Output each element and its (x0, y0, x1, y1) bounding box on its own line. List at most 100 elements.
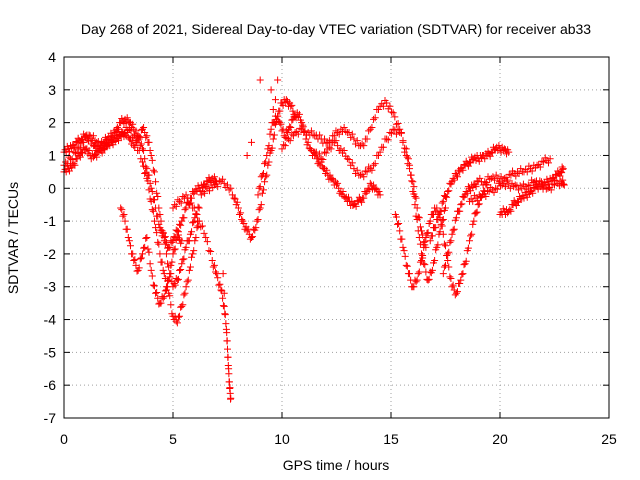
data-point-track-e-interp (224, 353, 232, 361)
data-point-track-c (138, 158, 146, 166)
data-point-track-i-interp (388, 129, 396, 137)
data-point-track-d-interp (167, 261, 175, 269)
data-point-track-n-interp (536, 177, 544, 185)
data-point-track-e (220, 302, 228, 310)
data-point-track-i-interp (361, 167, 369, 175)
data-point-track-e-interp (174, 196, 182, 204)
data-point-track-j-interp (414, 270, 422, 278)
data-point-track-n-interp (482, 192, 490, 200)
data-point-track-c (152, 224, 160, 232)
data-point-track-c-interp (88, 135, 96, 143)
data-point-track-g-interp (291, 112, 299, 120)
data-point-track-l-interp (445, 248, 453, 256)
data-point-track-h-interp (307, 127, 315, 135)
data-point-track-h (350, 135, 358, 143)
data-point-track-m-interp (543, 175, 551, 183)
data-point-track-j-interp (453, 288, 461, 296)
data-point-track-m-interp (529, 189, 537, 197)
data-point-track-e (213, 270, 221, 278)
data-point-track-j (465, 237, 473, 245)
data-point-track-h-interp (294, 130, 302, 138)
data-point-track-j-interp (395, 220, 403, 228)
data-point-track-d (169, 250, 177, 258)
data-point-track-c-interp (176, 312, 184, 320)
data-point-track-c-interp (181, 289, 189, 297)
data-point-track-k-interp (504, 146, 512, 154)
data-point-track-i-interp (392, 130, 400, 138)
data-point-track-j-interp (447, 275, 455, 283)
data-point-track-c-interp (192, 234, 200, 241)
data-point-track-f-interp (228, 191, 236, 199)
data-point-track-d-interp (126, 242, 134, 250)
data-point-track-k-interp (472, 156, 480, 164)
data-point-track-i-interp (312, 148, 320, 156)
data-point-track-j-interp (469, 220, 477, 228)
data-point-track-e-interp (214, 274, 222, 282)
data-point-track-g-interp (358, 198, 366, 206)
data-point-outliers (220, 289, 228, 297)
data-point-track-c (156, 250, 164, 258)
data-point-track-d (138, 250, 146, 258)
data-point-track-c-interp (107, 137, 115, 145)
data-point-track-a-interp (168, 238, 176, 246)
data-point-track-f-interp (285, 102, 293, 110)
data-point-track-c-interp (167, 301, 175, 309)
data-point-track-i (415, 234, 423, 241)
data-point-track-f-interp (219, 175, 227, 183)
data-point-track-n-interp (500, 179, 508, 187)
data-point-track-i (370, 161, 378, 169)
data-point-track-h-interp (412, 194, 420, 202)
data-point-track-c-interp (104, 141, 112, 149)
data-point-track-j-interp (468, 230, 476, 238)
data-point-track-i-interp (342, 152, 350, 160)
data-point-track-d-interp (118, 206, 126, 214)
data-point-track-h-interp (404, 160, 412, 168)
data-point-track-c-interp (89, 132, 97, 140)
data-point-track-l-interp (451, 216, 459, 224)
data-point-track-j-interp (399, 243, 407, 251)
data-point-track-n-interp (470, 192, 478, 200)
data-point-track-e-interp (215, 281, 223, 289)
data-point-track-c-interp (130, 132, 138, 140)
data-point-track-f-interp (214, 183, 222, 191)
data-point-track-j-interp (415, 268, 423, 276)
data-point-track-g-interp (326, 171, 334, 179)
data-point-track-b-interp (161, 240, 169, 248)
data-point-track-f (261, 178, 269, 186)
plot-frame (63, 56, 610, 419)
data-point-track-k-interp (450, 176, 458, 184)
data-point-track-m-interp (559, 165, 567, 173)
data-point-track-l-interp (450, 225, 458, 233)
data-point-track-f-interp (254, 215, 262, 223)
data-point-track-k-interp (432, 224, 440, 232)
data-point-track-i-interp (418, 250, 426, 258)
data-point-track-g-interp (286, 123, 294, 131)
data-point-track-n (485, 188, 493, 196)
data-point-track-d-interp (161, 287, 169, 295)
data-point-track-i-interp (414, 227, 422, 235)
data-point-track-c-interp (148, 206, 156, 214)
data-point-outliers (256, 76, 264, 84)
data-point-track-c-interp (183, 278, 191, 286)
data-point-track-k-interp (456, 168, 464, 176)
data-point-track-j-interp (421, 241, 429, 249)
data-point-track-n-interp (549, 180, 557, 188)
data-point-track-c-interp (146, 195, 154, 203)
data-point-track-i-interp (345, 156, 353, 164)
data-point-track-d-interp (177, 239, 185, 247)
data-point-track-h-interp (379, 102, 387, 110)
data-point-track-c (119, 128, 127, 136)
data-point-track-a-interp (193, 188, 201, 196)
data-point-track-h-interp (416, 223, 424, 231)
data-point-track-n (505, 181, 513, 189)
data-point-track-h-interp (386, 102, 394, 110)
data-point-track-d-interp (135, 264, 143, 272)
data-point-track-g-interp (362, 189, 370, 197)
data-point-track-h-interp (288, 130, 296, 138)
data-point-track-i-interp (425, 275, 433, 283)
data-point-track-e-interp (192, 211, 200, 219)
data-point-track-i (363, 168, 371, 176)
data-point-track-e (176, 197, 184, 205)
data-point-track-l (444, 250, 452, 258)
data-point-track-g-interp (323, 166, 331, 174)
